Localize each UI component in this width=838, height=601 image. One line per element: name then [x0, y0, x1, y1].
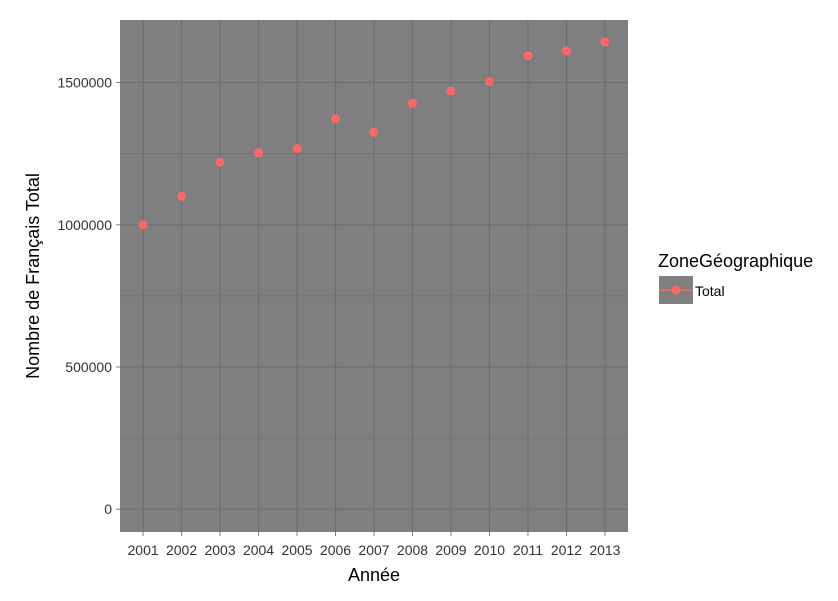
data-point [331, 114, 341, 124]
data-point [446, 86, 456, 96]
axis-ticks: 0 500000 1000000 1500000 2001 2002 2003 2004 200… [57, 75, 620, 558]
y-tick-label: 0 [104, 501, 112, 517]
legend: ZoneGéographique Total [658, 251, 813, 304]
grid-lines [120, 20, 628, 532]
data-point [254, 148, 264, 158]
y-tick-label: 1000000 [57, 217, 112, 233]
data-point [215, 157, 225, 167]
x-tick-label: 2012 [551, 542, 582, 558]
legend-label-total: Total [695, 283, 725, 299]
x-tick-label: 2004 [243, 542, 274, 558]
x-tick-label: 2006 [320, 542, 351, 558]
y-tick-label: 500000 [65, 359, 112, 375]
legend-title: ZoneGéographique [658, 251, 813, 271]
x-tick-label: 2007 [358, 542, 389, 558]
x-tick-label: 2003 [204, 542, 235, 558]
x-tick-label: 2002 [166, 542, 197, 558]
x-tick-label: 2008 [397, 542, 428, 558]
data-point [561, 46, 571, 56]
data-points [138, 37, 610, 230]
data-point [407, 98, 417, 108]
data-point [292, 144, 302, 154]
x-tick-label: 2013 [589, 542, 620, 558]
x-tick-label: 2005 [281, 542, 312, 558]
data-point [523, 51, 533, 61]
data-point [177, 191, 187, 201]
y-axis-title: Nombre de Français Total [23, 173, 43, 379]
data-point [484, 76, 494, 86]
x-tick-label: 2011 [513, 542, 543, 558]
x-tick-label: 2010 [474, 542, 505, 558]
x-tick-label: 2009 [435, 542, 466, 558]
data-point [369, 127, 379, 137]
legend-key-point [671, 285, 681, 295]
x-axis-title: Année [348, 565, 400, 585]
data-point [138, 220, 148, 230]
x-tick-label: 2001 [128, 542, 159, 558]
y-tick-label: 1500000 [57, 75, 112, 91]
data-point [600, 37, 610, 47]
